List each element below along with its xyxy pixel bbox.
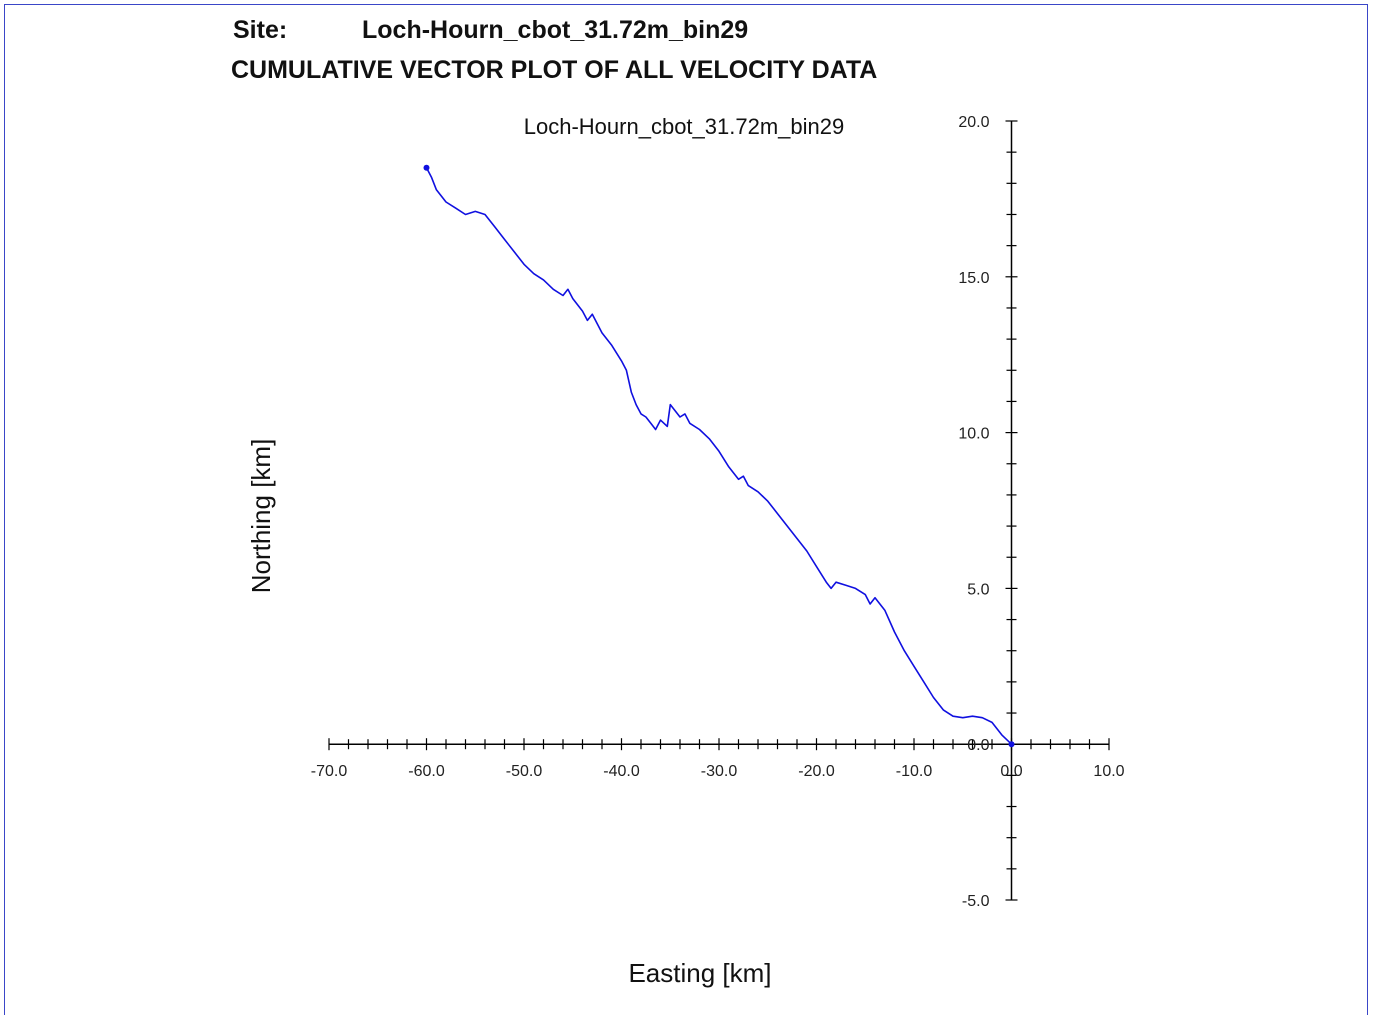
x-tick-label: -20.0: [798, 763, 835, 780]
page-frame: [4, 4, 1368, 1015]
x-tick-label: -30.0: [701, 763, 738, 780]
y-tick-label: 10.0: [958, 426, 989, 443]
x-tick-label: -70.0: [311, 763, 348, 780]
x-tick-label: -60.0: [408, 763, 445, 780]
y-tick-label: 0.0: [967, 737, 989, 754]
x-tick-label: 10.0: [1093, 763, 1124, 780]
chart-title: Loch-Hourn_cbot_31.72m_bin29: [524, 114, 844, 139]
y-axis-title: Northing [km]: [246, 439, 276, 594]
series-group: [423, 164, 1015, 748]
page-title: CUMULATIVE VECTOR PLOT OF ALL VELOCITY D…: [231, 56, 878, 84]
y-tick-label: 15.0: [958, 270, 989, 287]
x-axis-title: Easting [km]: [628, 958, 771, 988]
y-tick-label: -5.0: [962, 893, 990, 910]
y-tick-label: 5.0: [967, 581, 989, 598]
x-tick-label: -10.0: [896, 763, 933, 780]
axes: -70.0 -60.0 -50.0 -40.0 -30.0 -20.0 -10.0 0.0 10…: [311, 114, 1125, 910]
y-tick-label: 20.0: [958, 114, 989, 131]
series-start-marker: [1008, 741, 1015, 748]
x-tick-label: -50.0: [506, 763, 543, 780]
x-tick-label: 0.0: [1000, 763, 1022, 780]
series-end-marker: [423, 164, 430, 171]
site-label: Site:: [233, 16, 288, 44]
x-tick-label: -40.0: [603, 763, 640, 780]
series-line: [425, 166, 1013, 746]
site-name: Loch-Hourn_cbot_31.72m_bin29: [362, 16, 749, 44]
